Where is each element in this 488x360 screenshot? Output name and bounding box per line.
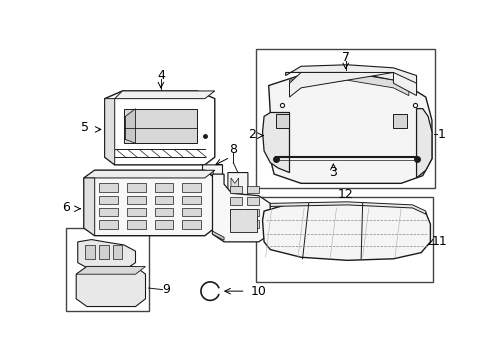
Polygon shape xyxy=(289,72,408,95)
Bar xyxy=(246,186,258,193)
Text: 11: 11 xyxy=(431,235,447,248)
Bar xyxy=(127,183,145,192)
Polygon shape xyxy=(230,178,238,194)
Bar xyxy=(182,208,201,216)
Bar xyxy=(182,183,201,192)
Polygon shape xyxy=(212,231,224,240)
Polygon shape xyxy=(227,172,247,205)
Polygon shape xyxy=(115,91,214,99)
Bar xyxy=(182,195,201,204)
Polygon shape xyxy=(205,170,213,186)
Polygon shape xyxy=(212,174,270,242)
Bar xyxy=(182,220,201,229)
Polygon shape xyxy=(104,99,115,165)
Bar xyxy=(230,220,241,228)
Text: 9: 9 xyxy=(162,283,170,296)
Bar xyxy=(85,245,95,259)
Bar xyxy=(230,186,241,193)
Polygon shape xyxy=(125,109,135,143)
Text: 12: 12 xyxy=(337,188,353,201)
Polygon shape xyxy=(262,203,429,260)
Polygon shape xyxy=(276,114,289,128)
Polygon shape xyxy=(289,72,416,97)
Text: 5: 5 xyxy=(81,121,89,134)
Bar xyxy=(127,195,145,204)
Polygon shape xyxy=(76,266,145,274)
Bar xyxy=(127,208,145,216)
Bar xyxy=(99,220,118,229)
Text: 1: 1 xyxy=(436,127,444,140)
Polygon shape xyxy=(84,170,214,236)
Text: 6: 6 xyxy=(62,201,70,214)
Bar xyxy=(256,49,434,188)
Bar xyxy=(230,209,241,216)
Polygon shape xyxy=(202,165,222,197)
Bar xyxy=(154,208,173,216)
Bar xyxy=(154,183,173,192)
Polygon shape xyxy=(268,72,431,183)
Bar xyxy=(99,245,108,259)
Polygon shape xyxy=(78,239,135,270)
Bar xyxy=(66,228,149,311)
Bar xyxy=(99,208,118,216)
Bar xyxy=(246,209,258,216)
Bar xyxy=(154,195,173,204)
Bar xyxy=(99,183,118,192)
Text: 2: 2 xyxy=(248,127,256,140)
Bar xyxy=(230,209,257,232)
Polygon shape xyxy=(416,109,431,178)
Text: 8: 8 xyxy=(229,143,237,156)
Text: 7: 7 xyxy=(341,50,349,64)
Text: 4: 4 xyxy=(157,69,164,82)
Text: 10: 10 xyxy=(250,285,266,298)
Bar xyxy=(127,220,145,229)
Polygon shape xyxy=(270,202,425,214)
Bar xyxy=(99,195,118,204)
Polygon shape xyxy=(123,109,197,143)
Bar xyxy=(246,197,258,205)
Polygon shape xyxy=(393,114,407,128)
Polygon shape xyxy=(285,65,416,93)
Polygon shape xyxy=(262,112,289,172)
Polygon shape xyxy=(76,266,145,306)
Bar xyxy=(154,220,173,229)
Bar xyxy=(113,245,122,259)
Polygon shape xyxy=(84,178,95,236)
Text: 3: 3 xyxy=(329,166,337,179)
Bar xyxy=(246,220,258,228)
Polygon shape xyxy=(84,170,214,178)
Bar xyxy=(230,197,241,205)
Bar xyxy=(256,197,432,282)
